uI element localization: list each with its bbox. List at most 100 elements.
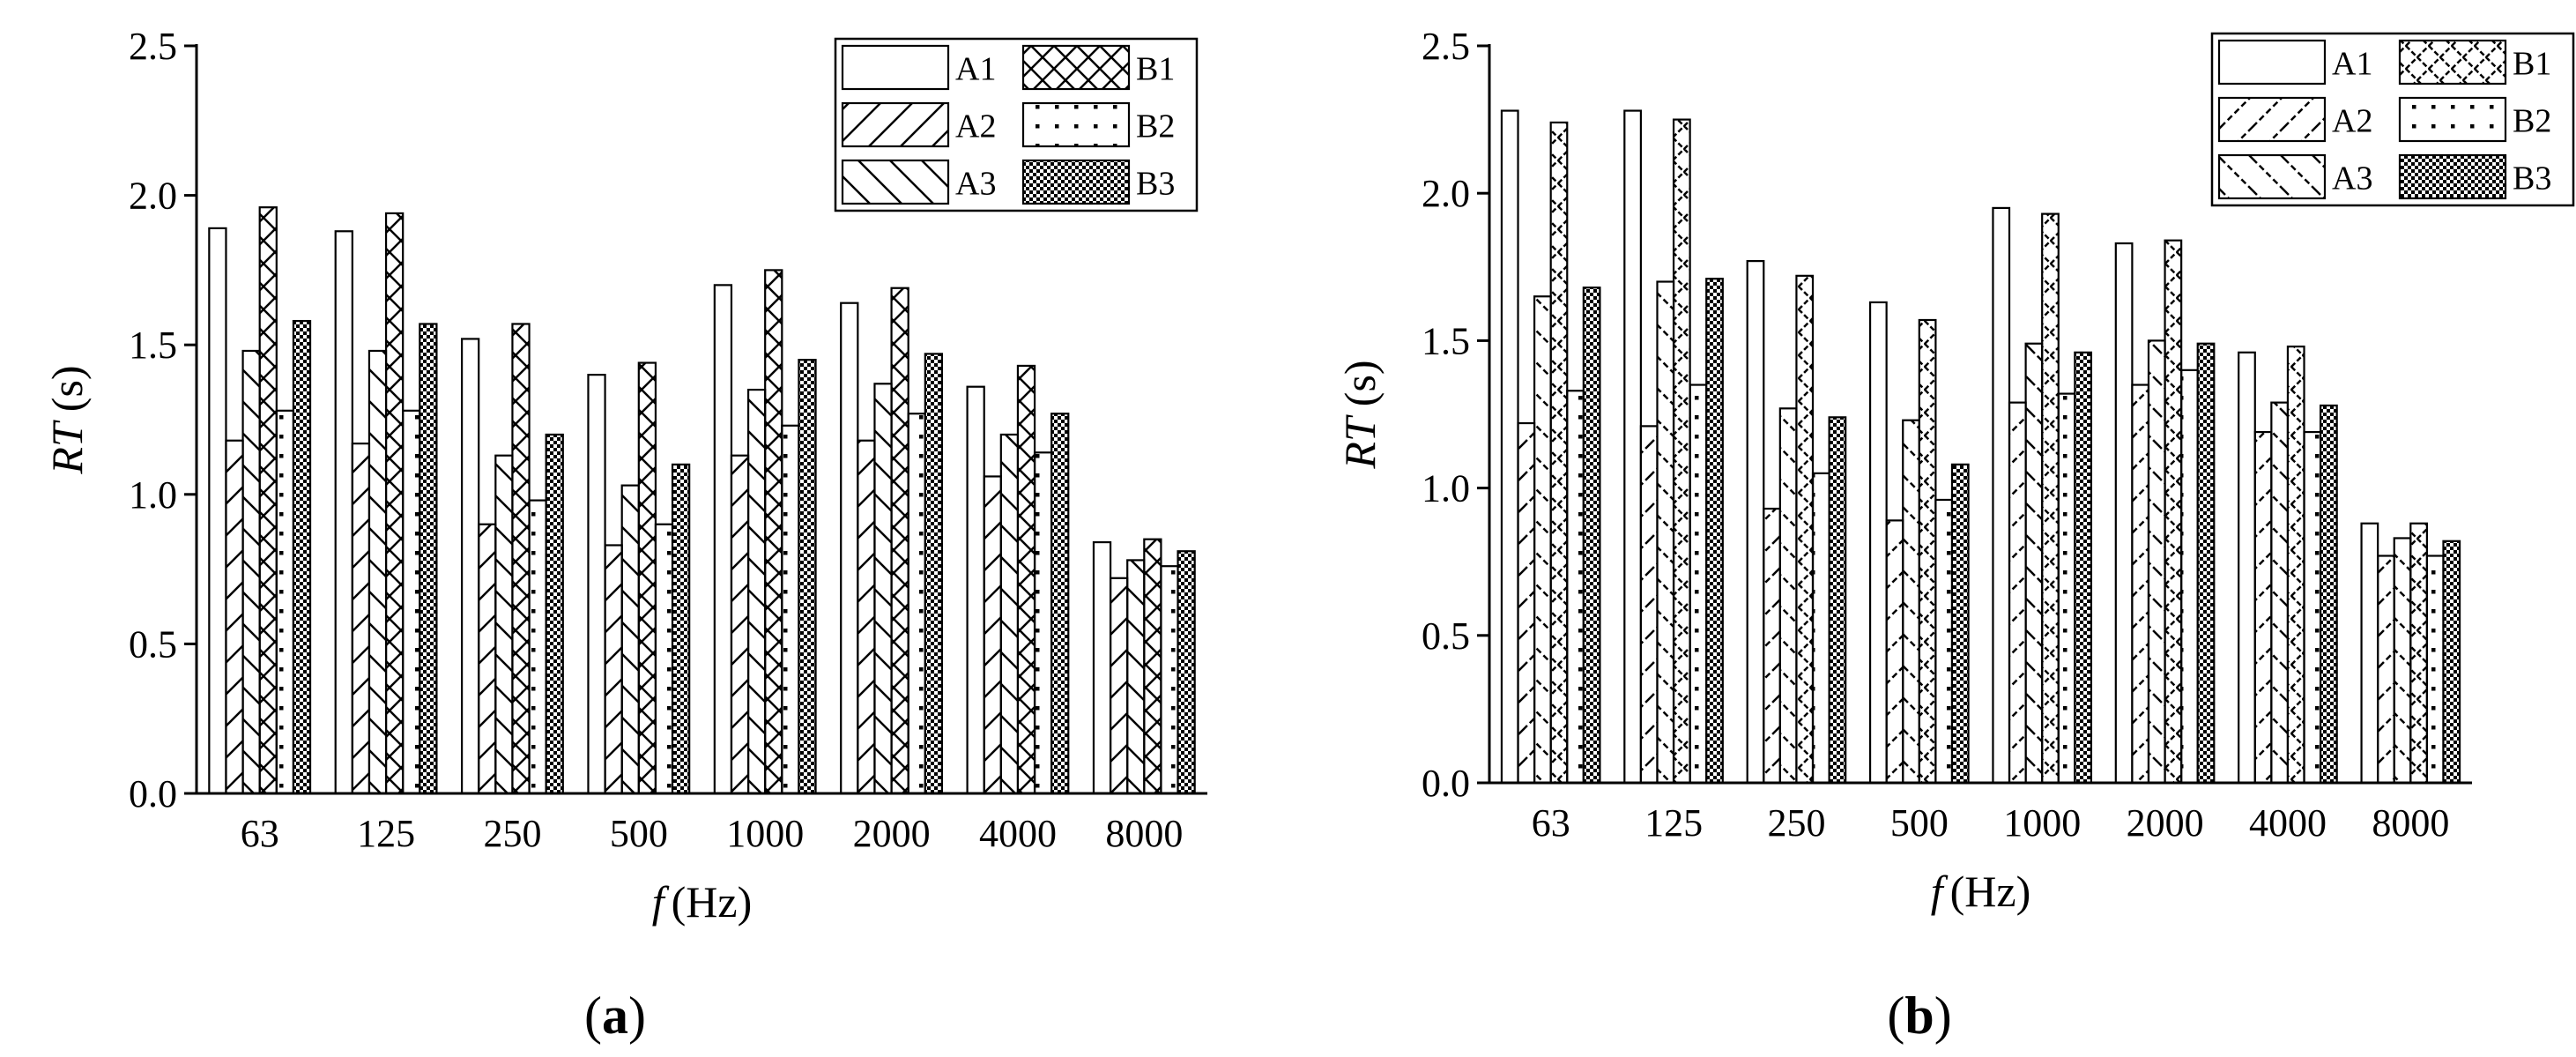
x-tick-label: 250	[1767, 801, 1825, 845]
bar-b1-63	[258, 206, 278, 795]
bar-b1-1000	[764, 269, 783, 795]
bar-b2-2000	[907, 413, 926, 795]
bar-b2-250	[1811, 472, 1830, 785]
x-tick-label: 8000	[2372, 801, 2449, 845]
y-tick-label: 1.5	[129, 324, 177, 367]
x-tick-label: 8000	[1105, 812, 1183, 855]
legend-swatch-a2	[841, 101, 950, 148]
bar-b1-4000	[1016, 364, 1036, 795]
bar-a3-4000	[2270, 401, 2290, 785]
bar-a2-63	[225, 439, 244, 795]
bar-a1-63	[1500, 109, 1519, 785]
bar-a1-125	[334, 230, 353, 795]
bar-a2-2000	[2131, 383, 2150, 785]
legend-label-b1: B1	[2513, 46, 2551, 83]
bar-a3-1000	[2024, 342, 2044, 785]
bar-b2-63	[1566, 390, 1585, 785]
x-tick-label: 1000	[2003, 801, 2081, 845]
y-tick-label: 0.0	[1422, 762, 1470, 805]
bar-b2-8000	[1160, 565, 1179, 795]
bar-b1-63	[1549, 121, 1569, 785]
bar-b3-250	[1828, 416, 1847, 785]
bar-a2-250	[478, 523, 497, 795]
bar-b1-250	[511, 323, 531, 795]
legend-label-b2: B2	[1136, 108, 1175, 145]
bar-b1-1000	[2041, 212, 2060, 785]
legend-label-b2: B2	[2513, 103, 2551, 140]
x-tick-label: 1000	[726, 812, 804, 855]
x-axis-title-unit: (Hz)	[1950, 867, 2031, 916]
y-tick-label: 1.0	[129, 473, 177, 517]
caption-open-paren: (	[584, 986, 602, 1045]
bar-a3-125	[1656, 280, 1675, 785]
bar-b2-1000	[781, 424, 800, 795]
x-tick-label: 63	[1532, 801, 1570, 845]
bar-a1-4000	[966, 385, 985, 795]
legend-label-a3: A3	[955, 166, 996, 203]
bar-a1-250	[460, 338, 480, 795]
bar-b2-500	[1934, 498, 1954, 785]
bar-a1-2000	[840, 301, 859, 795]
legend-swatch-a3	[841, 159, 950, 205]
chart-panel-a: 0.0 0.5 1.0 1.5 2.0 2.5 63 125 250 500 1000 2000 400…	[42, 25, 1207, 1045]
legend-label-a1: A1	[955, 51, 996, 88]
y-axis-title: RT (s)	[42, 365, 92, 474]
legend-swatch-b1	[2398, 39, 2507, 86]
y-axis-title: RT (s)	[1335, 360, 1385, 469]
x-tick-label: 63	[241, 812, 279, 855]
y-tick-label: 1.5	[1422, 319, 1470, 362]
bar-b1-8000	[1143, 538, 1162, 795]
bar-a1-250	[1746, 260, 1765, 785]
bar-a2-125	[1639, 425, 1659, 785]
bar-a1-1000	[713, 284, 733, 795]
x-tick-label: 500	[1890, 801, 1949, 845]
legend-swatch-a2	[2217, 96, 2327, 143]
bar-b1-500	[1918, 318, 1937, 785]
bar-a3-4000	[999, 433, 1020, 795]
legend-label-b3: B3	[1136, 166, 1175, 203]
legend-swatch-b2	[1021, 101, 1131, 148]
bar-a3-250	[494, 454, 514, 795]
bar-a2-500	[1885, 519, 1904, 785]
bar-b2-125	[1689, 383, 1708, 785]
caption-close-paren: )	[1934, 986, 1952, 1045]
bar-b3-8000	[1177, 550, 1196, 795]
x-tick-label: 125	[357, 812, 415, 855]
bar-a3-8000	[2393, 537, 2412, 785]
legend: A1 A2 A3 B1 B2 B3	[834, 37, 1199, 212]
caption-letter: b	[1904, 986, 1934, 1045]
bar-a3-63	[1533, 295, 1552, 785]
y-tick-label: 2.5	[1422, 25, 1470, 68]
x-tick-label: 4000	[979, 812, 1057, 855]
bar-b1-125	[1672, 118, 1691, 785]
bar-b3-125	[419, 323, 438, 795]
y-tick-label: 0.5	[1422, 614, 1470, 658]
x-axis-title-symbol: f	[1931, 867, 1949, 916]
bar-a3-2000	[2147, 339, 2166, 785]
bar-a3-250	[1778, 407, 1798, 785]
x-axis-title: f (Hz)	[1931, 867, 2031, 916]
y-tick-label: 2.5	[129, 25, 177, 68]
bar-b1-2000	[890, 287, 909, 795]
bar-a1-2000	[2114, 242, 2134, 785]
bar-b2-4000	[1033, 451, 1053, 795]
x-tick-label: 2000	[2127, 801, 2204, 845]
x-axis-title-unit: (Hz)	[672, 877, 753, 927]
y-tick-label: 1.0	[1422, 467, 1470, 510]
bar-b1-2000	[2164, 239, 2183, 785]
legend-label-b1: B1	[1136, 51, 1175, 88]
bar-a2-4000	[983, 475, 1002, 795]
y-axis-title-symbol: RT	[42, 420, 92, 475]
bar-a2-500	[604, 544, 623, 795]
bar-a3-2000	[873, 383, 893, 795]
bar-a2-125	[351, 443, 371, 795]
bar-b3-2000	[924, 353, 944, 795]
bar-b3-125	[1705, 278, 1724, 785]
bar-a3-500	[620, 484, 640, 795]
legend-swatch-b1	[1021, 44, 1131, 91]
legend: A1 A2 A3 B1 B2 B3	[2210, 32, 2575, 207]
legend-swatch-b2	[2398, 96, 2507, 143]
caption-open-paren: (	[1887, 986, 1904, 1045]
x-tick-label: 250	[483, 812, 541, 855]
